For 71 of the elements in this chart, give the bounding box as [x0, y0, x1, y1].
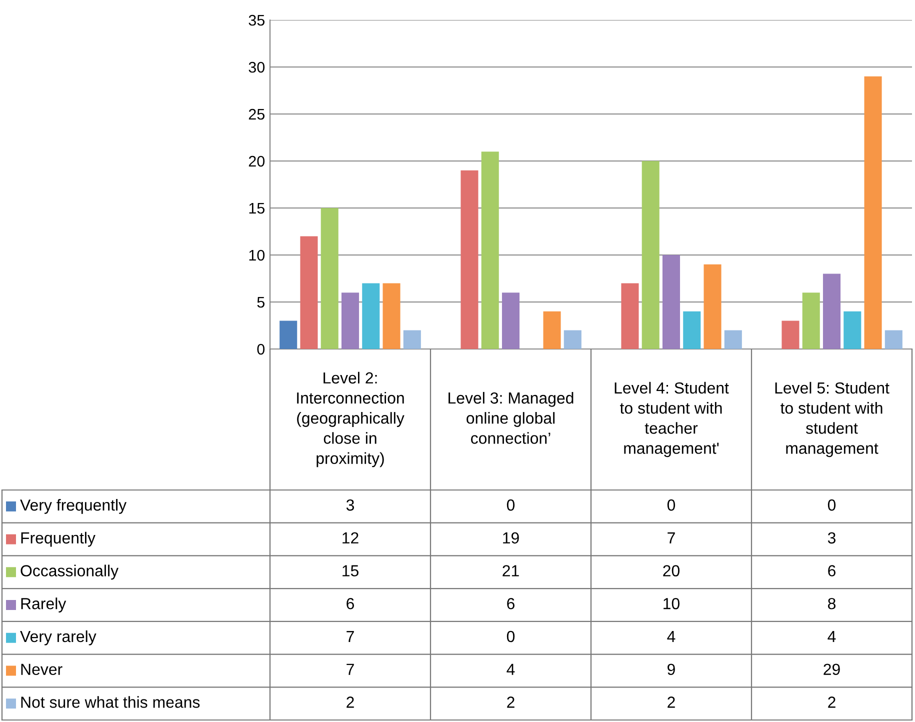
bar [822, 274, 841, 349]
data-label: 7 [668, 532, 675, 544]
bar [362, 283, 380, 349]
data-label: 2 [668, 696, 675, 708]
bar [300, 236, 318, 349]
data-label: 3 [828, 532, 836, 544]
data-label: 2 [507, 696, 514, 708]
legend-label: Occassionally [20, 564, 118, 580]
bar [460, 170, 478, 349]
bar [724, 330, 742, 349]
data-label: 12 [342, 532, 358, 544]
bar [543, 311, 561, 349]
data-label: 0 [828, 499, 836, 511]
data-label: 0 [506, 630, 515, 642]
data-label: 15 [342, 565, 358, 576]
data-label: 10 [664, 598, 680, 610]
bar [704, 264, 722, 349]
legend-label: Frequently [21, 532, 96, 547]
data-label: 29 [824, 664, 840, 675]
y-tick-label: 35 [248, 14, 264, 26]
x-tick-label: Level 4: Student to student with teacher management' [614, 382, 729, 458]
bar [782, 320, 800, 349]
y-tick-label: 0 [257, 344, 265, 355]
data-label: 6 [828, 565, 836, 576]
data-label: 4 [828, 631, 836, 642]
data-label: 6 [346, 598, 354, 610]
bar [502, 292, 520, 349]
legend-label: Very frequently [20, 498, 127, 514]
y-tick-label: 5 [257, 297, 264, 308]
bar [481, 152, 499, 349]
data-label: 2 [828, 696, 836, 708]
data-label: 19 [503, 532, 519, 544]
bar [884, 330, 902, 349]
data-label: 20 [663, 565, 680, 576]
bar [662, 255, 680, 349]
data-label: 7 [346, 631, 354, 642]
data-label: 9 [668, 664, 675, 675]
data-label: 7 [346, 664, 354, 675]
y-tick-label: 10 [249, 250, 265, 261]
bar [802, 292, 820, 349]
x-tick-label: Level 2: Interconnection (geographically close in proximity) [297, 372, 404, 468]
bar [320, 208, 338, 349]
bar [564, 330, 582, 349]
bar [403, 330, 421, 349]
y-tick-label: 20 [248, 156, 265, 167]
data-label: 8 [828, 598, 836, 610]
data-label: 0 [506, 499, 515, 511]
data-label: 4 [667, 631, 676, 642]
bar [864, 76, 882, 349]
legend-label: Not sure what this means [21, 696, 200, 708]
bar [382, 283, 400, 349]
bar [341, 292, 360, 349]
bar [683, 311, 701, 349]
data-label: 4 [506, 664, 515, 675]
data-label: 6 [507, 598, 514, 610]
data-label: 3 [346, 499, 354, 511]
data-label: 2 [346, 696, 354, 708]
bar [844, 311, 862, 349]
legend-label: Never [21, 664, 62, 675]
data-label: 0 [667, 499, 676, 511]
bar [280, 320, 298, 349]
y-tick-label: 25 [248, 108, 264, 120]
data-label: 21 [502, 565, 519, 576]
x-tick-label: Level 3: Managed online global connection’ [448, 392, 574, 444]
legend-label: Very rarely [20, 630, 96, 646]
y-tick-label: 15 [249, 203, 264, 214]
y-tick-label: 30 [248, 62, 265, 73]
bar [642, 161, 660, 349]
x-tick-label: Level 5: Student to student with student management [775, 382, 890, 458]
legend-label: Rarely [21, 598, 66, 612]
bar [621, 283, 639, 349]
